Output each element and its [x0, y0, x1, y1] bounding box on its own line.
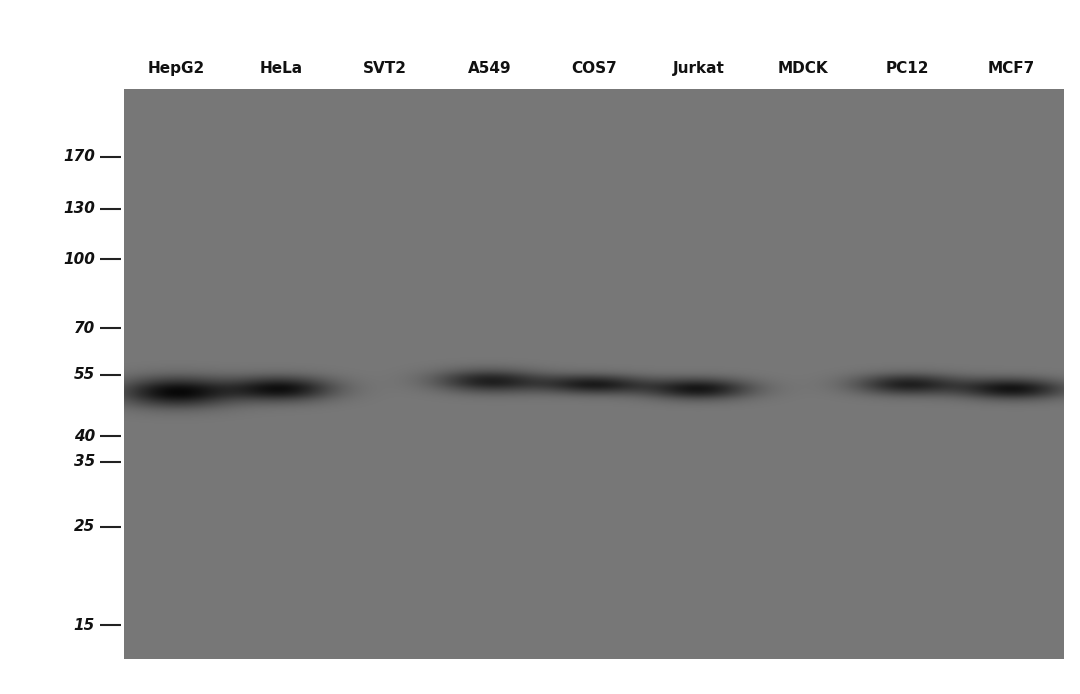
- Text: 100: 100: [63, 252, 95, 266]
- Text: PC12: PC12: [886, 61, 929, 76]
- Text: 15: 15: [73, 618, 95, 633]
- Text: 130: 130: [63, 201, 95, 216]
- Text: 40: 40: [73, 429, 95, 443]
- Text: MDCK: MDCK: [778, 61, 828, 76]
- Text: SVT2: SVT2: [363, 61, 407, 76]
- Text: 170: 170: [63, 149, 95, 164]
- Text: 25: 25: [73, 519, 95, 534]
- Text: HeLa: HeLa: [259, 61, 302, 76]
- Text: A549: A549: [468, 61, 512, 76]
- Text: COS7: COS7: [571, 61, 617, 76]
- Text: 55: 55: [73, 367, 95, 382]
- Text: MCF7: MCF7: [988, 61, 1036, 76]
- Text: HepG2: HepG2: [148, 61, 205, 76]
- Text: Jurkat: Jurkat: [673, 61, 725, 76]
- Text: 70: 70: [73, 321, 95, 335]
- Text: 35: 35: [73, 455, 95, 469]
